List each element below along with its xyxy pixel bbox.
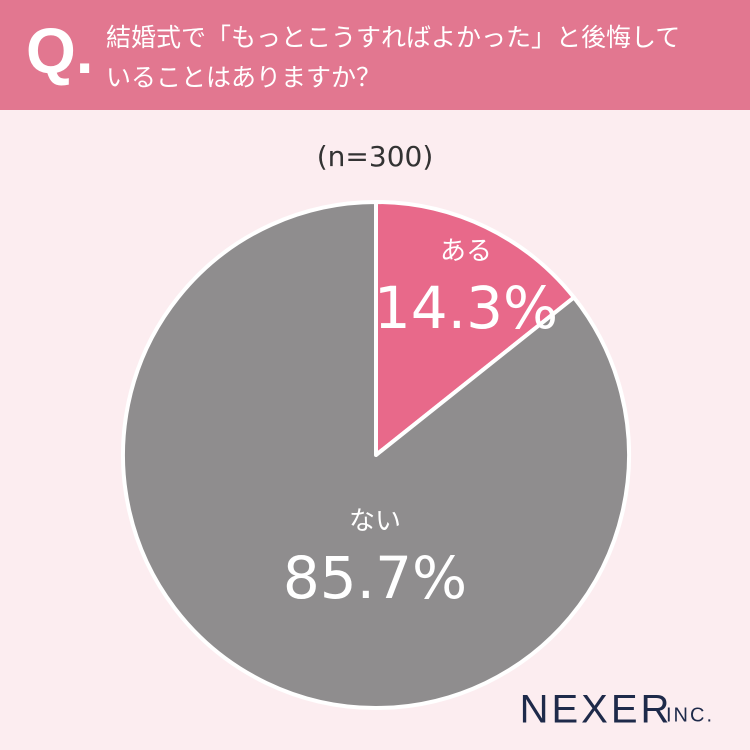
pie-slice <box>374 200 576 457</box>
value-label: 85.7% <box>283 544 467 612</box>
value-label: 14.3% <box>374 274 558 342</box>
title-line: 結婚式で「もっとこうすればよかった」と後悔して <box>106 23 681 52</box>
category-label: ない <box>349 507 401 537</box>
category-label: ある <box>440 237 492 267</box>
subtitle: (n=300) <box>317 140 434 173</box>
pie-slice <box>121 200 631 710</box>
title-line: いることはありますか？ <box>106 63 382 92</box>
question-mark: Q. <box>26 15 94 87</box>
logo-suffix: INC. <box>666 704 714 726</box>
logo: NEXER <box>520 688 673 732</box>
header: Q. 結婚式で「もっとこうすればよかった」と後悔して いることはありますか？ <box>0 0 750 110</box>
chart-title: 結婚式で「もっとこうすればよかった」と後悔して いることはありますか？ <box>106 18 742 98</box>
